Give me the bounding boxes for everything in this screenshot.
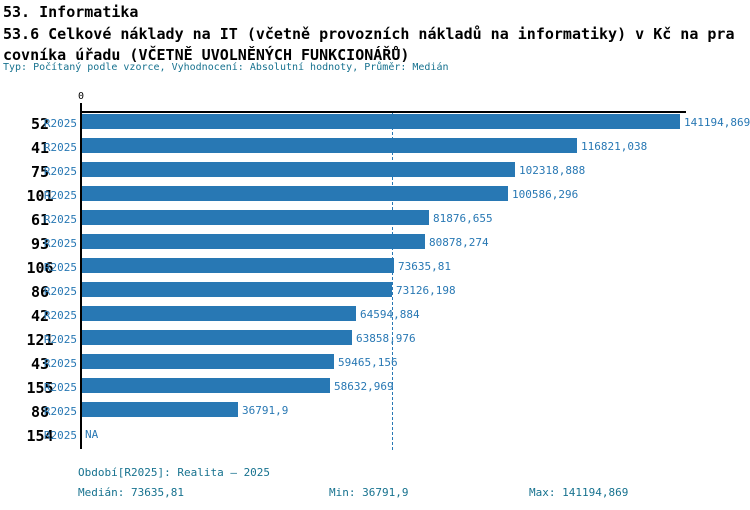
bar-value-label: 80878,274	[429, 236, 489, 249]
row-category-label: 154	[26, 427, 54, 445]
page-title-line2: 53.6 Celkové náklady na IT (včetně provo…	[3, 25, 735, 43]
bar-value-label: 58632,969	[334, 380, 394, 393]
y-axis-line	[80, 103, 82, 449]
row-period-label: R2025	[43, 333, 77, 346]
value-bar	[82, 282, 392, 297]
value-bar	[82, 402, 238, 417]
bar-value-label: 141194,869	[684, 116, 750, 129]
row-period-label: R2025	[43, 141, 77, 154]
row-category-label: 75	[30, 163, 50, 181]
row-period-label: R2025	[43, 381, 77, 394]
bar-value-label: NA	[85, 428, 99, 441]
row-period-label: R2025	[43, 405, 77, 418]
bar-value-label: 102318,888	[519, 164, 586, 177]
x-axis-top-line	[81, 111, 686, 113]
row-period-label: R2025	[43, 309, 77, 322]
value-bar	[82, 138, 577, 153]
value-bar	[82, 162, 515, 177]
value-bar	[82, 210, 429, 225]
row-period-label: R2025	[43, 357, 77, 370]
row-category-label: 61	[30, 211, 50, 229]
value-bar	[82, 330, 352, 345]
row-period-label: R2025	[43, 213, 77, 226]
row-category-label: 101	[26, 187, 54, 205]
row-period-label: R2025	[43, 261, 77, 274]
footer-median-label: Medián: 73635,81	[78, 486, 184, 499]
bar-value-label: 73126,198	[396, 284, 456, 297]
row-period-label: R2025	[43, 237, 77, 250]
value-bar	[82, 186, 508, 201]
value-bar	[82, 378, 330, 393]
row-category-label: 106	[26, 259, 54, 277]
row-period-label: R2025	[43, 189, 77, 202]
page-title-line1: 53. Informatika	[3, 3, 139, 21]
row-category-label: 43	[30, 355, 50, 373]
chart-subtitle: Typ: Počítaný podle vzorce, Vyhodnocení:…	[3, 62, 449, 73]
row-category-label: 42	[30, 307, 50, 325]
median-reference-line	[392, 112, 393, 450]
row-period-label: R2025	[43, 165, 77, 178]
row-category-label: 41	[30, 139, 50, 157]
row-category-label: 52	[30, 115, 50, 133]
row-category-label: 93	[30, 235, 50, 253]
value-bar	[82, 306, 356, 321]
row-category-label: 155	[26, 379, 54, 397]
bar-value-label: 81876,655	[433, 212, 493, 225]
x-axis-zero-tick-label: 0	[77, 91, 85, 102]
row-period-label: R2025	[43, 117, 77, 130]
bar-value-label: 100586,296	[512, 188, 579, 201]
value-bar	[82, 234, 425, 249]
bar-value-label: 73635,81	[398, 260, 451, 273]
row-category-label: 121	[26, 331, 54, 349]
footer-period-label: Období[R2025]: Realita – 2025	[78, 466, 271, 479]
bar-value-label: 36791,9	[242, 404, 289, 417]
row-period-label: R2025	[43, 429, 77, 442]
footer-max-label: Max: 141194,869	[529, 486, 629, 499]
row-category-label: 86	[30, 283, 50, 301]
footer-min-label: Min: 36791,9	[329, 486, 409, 499]
value-bar	[82, 258, 394, 273]
bar-value-label: 116821,038	[581, 140, 648, 153]
bar-value-label: 63858,976	[356, 332, 416, 345]
value-bar	[82, 114, 680, 129]
page-title-line3: covníka úřadu (VČETNĚ UVOLNĚNÝCH FUNKCIO…	[3, 46, 410, 64]
value-bar	[82, 354, 334, 369]
bar-value-label: 59465,156	[338, 356, 398, 369]
row-period-label: R2025	[43, 285, 77, 298]
row-category-label: 88	[30, 403, 50, 421]
bar-value-label: 64594,884	[360, 308, 420, 321]
